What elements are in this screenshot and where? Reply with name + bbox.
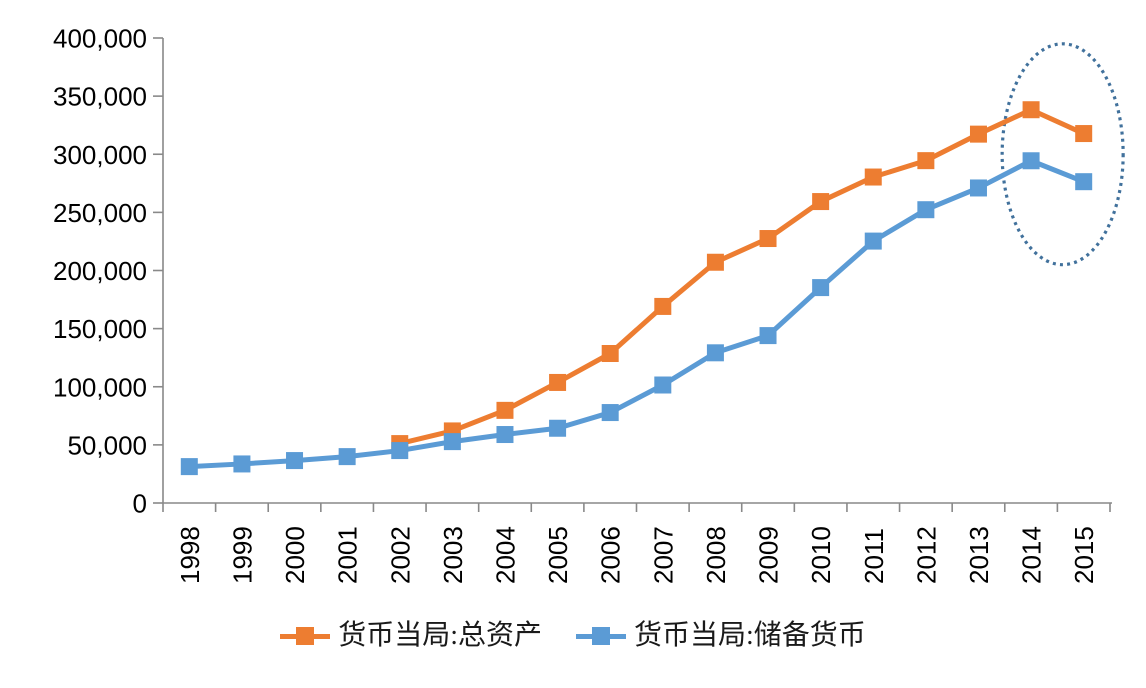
legend-square-icon bbox=[592, 627, 610, 645]
series-marker-1 bbox=[864, 232, 882, 250]
highlight-ellipse-annotation bbox=[1000, 42, 1125, 267]
series-marker-0 bbox=[759, 230, 777, 248]
series-line-1 bbox=[186, 158, 1087, 470]
x-axis-tick-label: 2014 bbox=[1017, 526, 1047, 584]
series-marker-1 bbox=[391, 442, 409, 460]
series-marker-0 bbox=[601, 345, 619, 363]
series-marker-1 bbox=[654, 376, 672, 394]
y-axis-tick-label: 250,000 bbox=[53, 198, 147, 228]
x-axis-tick-label: 2004 bbox=[490, 526, 520, 584]
x-axis-tick-label: 1998 bbox=[175, 526, 205, 584]
x-axis-tick-label: 1999 bbox=[227, 526, 257, 584]
series-line-0 bbox=[397, 107, 1087, 447]
series-marker-1 bbox=[233, 455, 251, 473]
x-axis-tick-label: 2011 bbox=[859, 528, 889, 584]
series-marker-0 bbox=[1022, 101, 1040, 119]
series-marker-0 bbox=[549, 373, 567, 391]
legend-label: 货币当局:总资产 bbox=[338, 620, 542, 651]
x-axis-tick-label: 2010 bbox=[806, 526, 836, 584]
series-marker-1 bbox=[706, 344, 724, 362]
x-axis-tick-label: 2005 bbox=[543, 526, 573, 584]
x-axis-tick-label: 2003 bbox=[438, 526, 468, 584]
legend-item-1: 货币当局:储备货币 bbox=[576, 622, 866, 650]
y-axis-tick-label: 200,000 bbox=[53, 256, 147, 286]
x-axis-tick-label: 2006 bbox=[596, 526, 626, 584]
y-axis-tick-label: 350,000 bbox=[53, 82, 147, 112]
x-axis-tick-label: 2009 bbox=[754, 526, 784, 584]
series-marker-1 bbox=[443, 433, 461, 451]
legend-marker-icon bbox=[576, 627, 626, 645]
series-marker-0 bbox=[654, 297, 672, 315]
series-marker-1 bbox=[496, 426, 514, 444]
x-axis-tick-label: 2012 bbox=[911, 526, 941, 584]
series-marker-1 bbox=[549, 419, 567, 437]
series-marker-0 bbox=[864, 168, 882, 186]
series-marker-1 bbox=[917, 201, 935, 219]
series-marker-0 bbox=[496, 401, 514, 419]
y-axis-tick-label: 0 bbox=[133, 489, 147, 519]
series-marker-0 bbox=[917, 152, 935, 170]
series-marker-0 bbox=[812, 193, 830, 211]
x-axis-tick-label: 2013 bbox=[964, 526, 994, 584]
y-axis-tick-label: 150,000 bbox=[53, 314, 147, 344]
series-marker-1 bbox=[1075, 173, 1093, 191]
legend-marker-icon bbox=[280, 627, 331, 645]
series-marker-1 bbox=[338, 448, 356, 466]
y-axis-tick-label: 50,000 bbox=[67, 430, 147, 460]
series-marker-0 bbox=[969, 125, 987, 143]
x-axis-tick-label: 2007 bbox=[648, 526, 678, 584]
legend-label: 货币当局:储备货币 bbox=[634, 620, 866, 651]
y-axis-tick-label: 400,000 bbox=[53, 24, 147, 54]
series-marker-1 bbox=[286, 452, 304, 470]
legend-square-icon bbox=[296, 627, 315, 645]
legend-item-0: 货币当局:总资产 bbox=[280, 622, 542, 650]
series-marker-0 bbox=[706, 253, 724, 271]
x-axis-tick-label: 2008 bbox=[701, 526, 731, 584]
y-axis-tick-label: 300,000 bbox=[53, 140, 147, 170]
chart-legend: 货币当局:总资产 货币当局:储备货币 bbox=[0, 610, 1146, 662]
plot-area: 0 50,000 100,000 150,000 200,000 250,000 300,0… bbox=[53, 24, 1125, 584]
series-marker-1 bbox=[1022, 152, 1040, 170]
series-marker-1 bbox=[180, 458, 198, 476]
series-marker-1 bbox=[601, 404, 619, 422]
x-axis-tick-label: 2002 bbox=[385, 526, 415, 584]
series-marker-0 bbox=[1075, 125, 1093, 143]
series-marker-1 bbox=[759, 327, 777, 345]
series-marker-1 bbox=[812, 279, 830, 297]
y-axis-tick-label: 100,000 bbox=[53, 372, 147, 402]
series-marker-1 bbox=[969, 179, 987, 197]
x-axis-tick-label: 2001 bbox=[333, 526, 363, 584]
x-axis-tick-label: 2000 bbox=[280, 526, 310, 584]
x-axis-tick-label: 2015 bbox=[1069, 526, 1099, 584]
